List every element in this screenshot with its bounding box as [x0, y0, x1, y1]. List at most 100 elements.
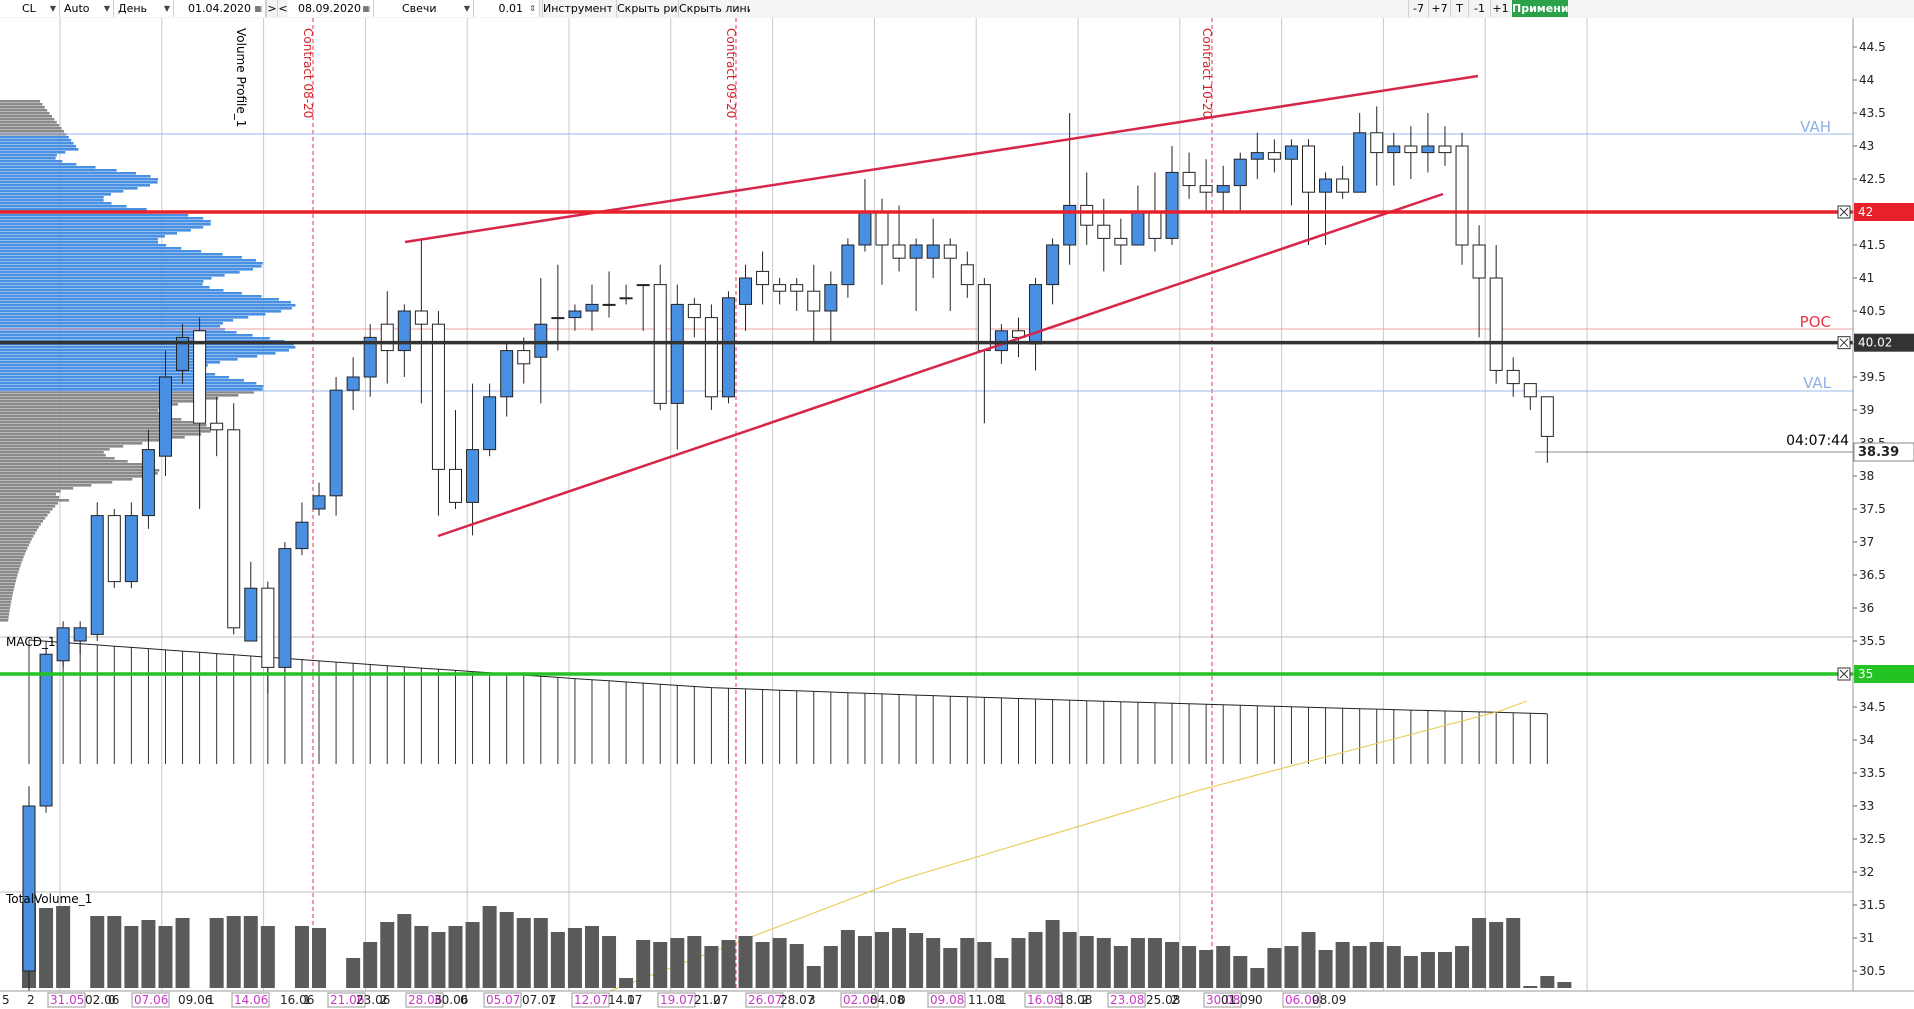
time-label-box	[1203, 992, 1242, 1008]
profile-bar	[0, 574, 18, 577]
volume-bar	[909, 933, 924, 988]
time-label: 1	[207, 993, 215, 1007]
instruments-button[interactable]: Инструменты	[542, 0, 612, 17]
profile-bar	[0, 526, 39, 529]
candle-body	[943, 244, 957, 259]
price-axis: 44.54443.54342.54241.54140.54039.53938.5…	[1852, 18, 1914, 1009]
trend-lines[interactable]	[404, 74, 1479, 538]
time-label: 28.06	[408, 993, 442, 1007]
volume-bar	[209, 918, 224, 988]
hide-drawings-button[interactable]: Скрыть рис.	[616, 0, 678, 17]
time-label: 1	[999, 993, 1007, 1007]
profile-bar	[0, 607, 11, 610]
candle-body	[1319, 178, 1333, 193]
scale-mode-value: Auto	[64, 2, 90, 15]
profile-bar	[0, 592, 13, 595]
calendar-icon[interactable]: ▦	[362, 4, 370, 13]
profile-bar	[0, 226, 204, 229]
time-label-box	[927, 992, 966, 1008]
plus7-button[interactable]: +7	[1428, 0, 1450, 17]
candle	[892, 205, 906, 272]
candle	[73, 621, 87, 655]
profile-bar	[0, 529, 38, 532]
profile-bar	[0, 130, 64, 133]
volume-bar	[1096, 938, 1111, 988]
y-tick-label: 38	[1859, 469, 1874, 483]
symbol-select[interactable]: CL ▼	[0, 0, 60, 17]
profile-bar	[0, 172, 137, 175]
time-label: 09.08	[930, 993, 964, 1007]
candle	[22, 786, 36, 1004]
y-tick-label: 41.5	[1859, 238, 1886, 252]
candle-body	[466, 449, 480, 503]
time-label: 16.08	[1027, 993, 1061, 1007]
candle-body	[756, 270, 770, 286]
candle-body	[278, 548, 292, 668]
candle-body	[1353, 132, 1367, 193]
candle	[1370, 106, 1384, 186]
profile-bar	[0, 262, 263, 265]
profile-bar	[0, 274, 225, 277]
volume-bar	[141, 920, 156, 988]
date-to-field[interactable]: 08.09.2020 ▦	[288, 0, 374, 17]
candle-body	[363, 336, 377, 378]
price-chart[interactable]: Contract 08-20 Contract 09-20 Contract 10-…	[0, 18, 1914, 1009]
profile-bar	[0, 124, 60, 127]
candle-body	[73, 627, 87, 642]
candle	[1489, 245, 1503, 384]
spinner-icon[interactable]: ⇕	[529, 4, 536, 13]
time-label: 30.06	[434, 993, 468, 1007]
candle	[210, 396, 224, 457]
apply-button[interactable]: Применить	[1512, 0, 1568, 17]
profile-bar	[0, 109, 48, 112]
time-label: 16.06	[280, 993, 314, 1007]
minus1-button[interactable]: -1	[1468, 0, 1490, 17]
prev-button[interactable]: <	[277, 0, 288, 17]
level-tag	[1854, 665, 1914, 683]
candle	[551, 264, 565, 351]
chevron-down-icon: ▼	[49, 4, 56, 13]
date-from-field[interactable]: 01.04.2020 ▦	[174, 0, 266, 17]
candle-body	[1080, 204, 1094, 226]
volume-bar	[346, 958, 361, 988]
y-tick-label: 37	[1859, 535, 1874, 549]
t-button[interactable]: T	[1450, 0, 1468, 17]
candle-body	[1336, 178, 1350, 193]
profile-bar	[0, 319, 234, 322]
volume-bar	[294, 926, 309, 988]
profile-bar	[0, 571, 19, 574]
chart-type-select[interactable]: Свечи ▼	[374, 0, 474, 17]
candle-body	[1267, 152, 1281, 160]
volume-bar	[1216, 946, 1231, 988]
price-axis-bg	[1853, 18, 1914, 1009]
profile-bar	[0, 478, 133, 481]
time-label: 31.05	[50, 993, 84, 1007]
profile-bar	[0, 190, 124, 193]
candle	[636, 284, 650, 331]
candle-body	[1216, 185, 1230, 193]
time-label: 12.07	[574, 993, 608, 1007]
next-button[interactable]: >	[266, 0, 277, 17]
profile-bar	[0, 373, 216, 376]
timeframe-select[interactable]: День ▼	[114, 0, 174, 17]
minus7-button[interactable]: -7	[1408, 0, 1428, 17]
candle-body	[977, 284, 991, 352]
chevron-down-icon: ▼	[463, 4, 470, 13]
contract-lines: Contract 08-20 Contract 09-20 Contract 10-…	[301, 18, 1214, 991]
step-stepper[interactable]: 0.01 ⇕	[474, 0, 540, 17]
calendar-icon[interactable]: ▦	[254, 4, 262, 13]
profile-bar	[0, 253, 223, 256]
scale-mode-select[interactable]: Auto ▼	[60, 0, 114, 17]
plus1-button[interactable]: +1	[1490, 0, 1510, 17]
hide-lines-button[interactable]: Скрыть линии	[678, 0, 750, 17]
profile-bar	[0, 121, 57, 124]
volume-bar	[465, 922, 480, 988]
volume-bar	[1318, 950, 1333, 988]
volume-bar	[994, 958, 1009, 988]
candle-body	[1199, 185, 1213, 193]
candle-body	[1455, 145, 1469, 246]
profile-bar	[0, 250, 202, 253]
profile-bar	[0, 247, 182, 250]
y-tick-label: 30.5	[1859, 964, 1886, 978]
time-label: 02.06	[85, 993, 119, 1007]
